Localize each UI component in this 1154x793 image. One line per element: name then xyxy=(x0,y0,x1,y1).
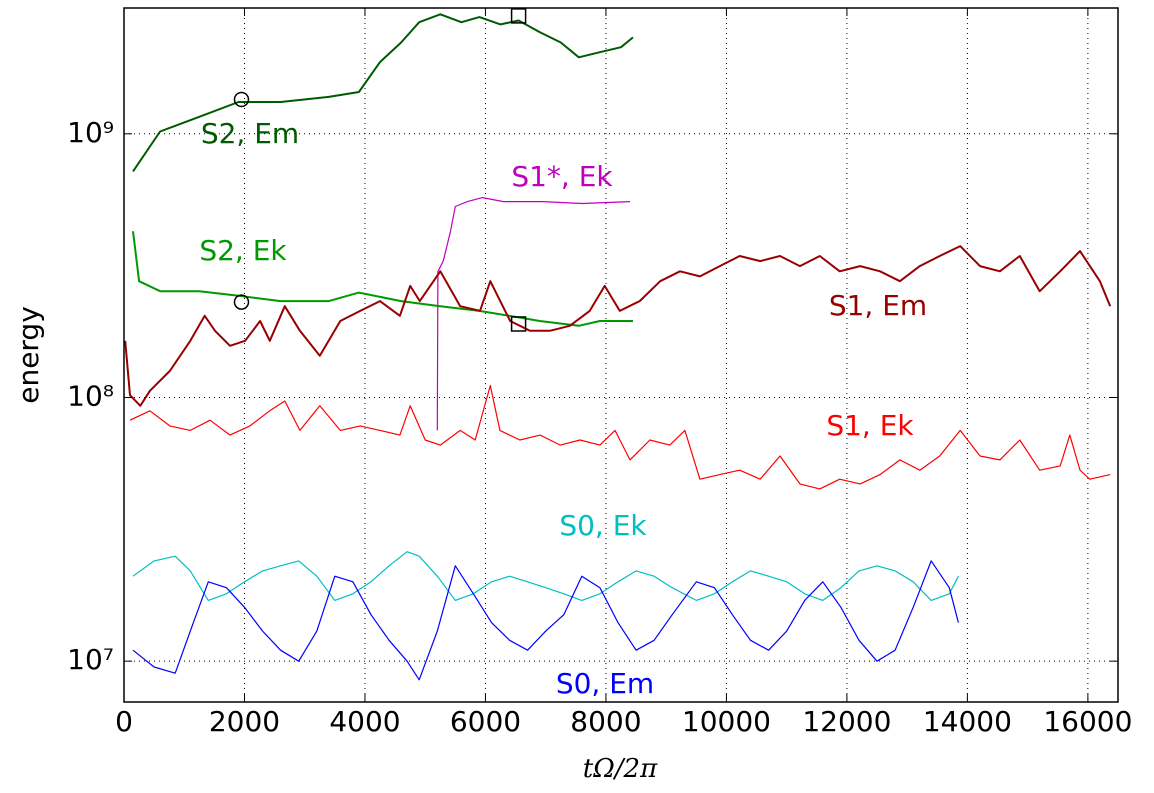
x-tick-label: 16000 xyxy=(1043,705,1132,738)
x-axis-label: tΩ/2π xyxy=(583,754,658,784)
x-tick-label: 8000 xyxy=(570,705,641,738)
series-label: S2, Em xyxy=(201,117,299,150)
marker xyxy=(510,8,527,24)
series-line xyxy=(132,560,959,681)
x-tick-label: 4000 xyxy=(329,705,400,738)
series-line xyxy=(132,231,633,327)
series-line xyxy=(132,13,634,172)
series-line xyxy=(436,197,631,431)
series-label: S0, Ek xyxy=(559,509,647,542)
x-tick-label: 2000 xyxy=(209,705,280,738)
x-tick-label: 6000 xyxy=(450,705,521,738)
plot-area xyxy=(124,8,1118,702)
plot-content xyxy=(123,8,1118,702)
x-tick-label: 0 xyxy=(115,705,133,738)
series-label: S1, Em xyxy=(829,289,927,322)
series-label: S0, Em xyxy=(556,667,654,700)
y-tick-label: 10⁹ xyxy=(67,116,114,149)
marker xyxy=(510,316,527,332)
series-label: S1, Ek xyxy=(826,409,914,442)
series-label: S2, Ek xyxy=(199,234,287,267)
y-axis-label: energy xyxy=(12,306,45,404)
series-line xyxy=(132,551,959,601)
y-tick-label: 10⁷ xyxy=(67,643,114,676)
x-tick-label: 14000 xyxy=(923,705,1012,738)
x-tick-label: 10000 xyxy=(682,705,771,738)
plot-frame xyxy=(123,7,1119,703)
series-label: S1*, Ek xyxy=(511,160,613,193)
marker xyxy=(233,294,250,310)
series-line xyxy=(129,384,1111,490)
x-tick-label: 12000 xyxy=(802,705,891,738)
series-line xyxy=(124,245,1112,407)
marker xyxy=(233,91,250,108)
y-tick-label: 10⁸ xyxy=(67,379,114,412)
